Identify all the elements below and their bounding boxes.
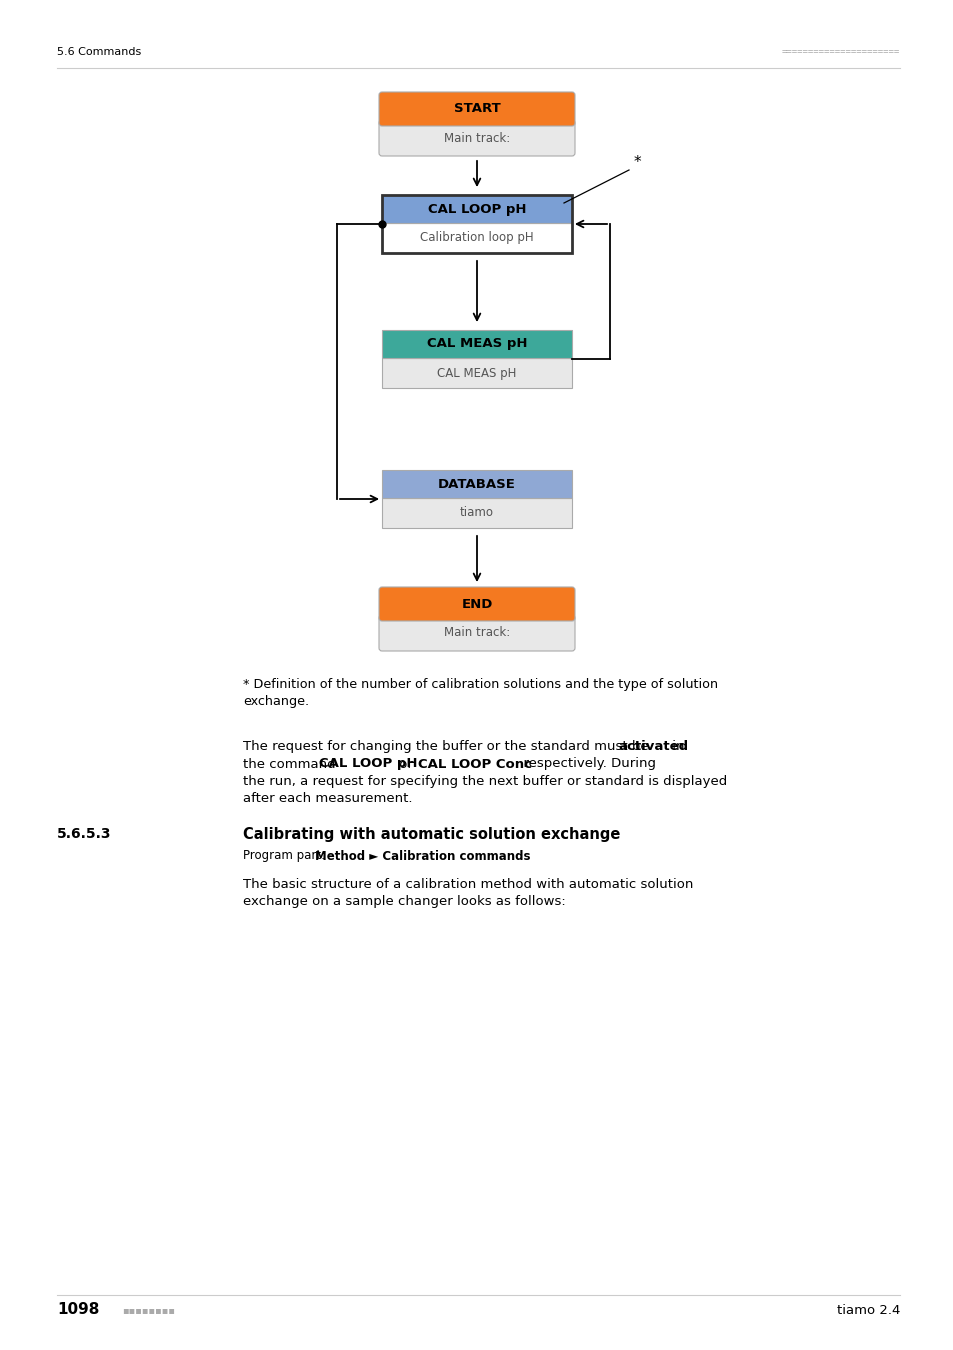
FancyBboxPatch shape [378,120,575,157]
Text: or: or [395,757,416,771]
Text: Method ► Calibration commands: Method ► Calibration commands [314,849,530,863]
FancyBboxPatch shape [378,92,575,126]
Text: 5.6.5.3: 5.6.5.3 [57,828,112,841]
Text: CAL MEAS pH: CAL MEAS pH [426,338,527,351]
Text: ▪▪▪▪▪▪▪▪: ▪▪▪▪▪▪▪▪ [122,1305,174,1315]
Text: CAL LOOP pH: CAL LOOP pH [427,202,526,216]
Text: activated: activated [618,740,687,753]
Text: ======================: ====================== [781,47,899,57]
Text: Main track:: Main track: [443,131,510,144]
Bar [381,194,572,223]
Text: the run, a request for specifying the next buffer or standard is displayed: the run, a request for specifying the ne… [243,775,726,788]
Text: START: START [453,103,500,116]
Text: tiamo: tiamo [459,506,494,520]
Text: the command: the command [243,757,339,771]
Text: in: in [667,740,684,753]
Text: Program part:: Program part: [243,849,329,863]
Text: DATABASE: DATABASE [437,478,516,490]
Text: The request for changing the buffer or the standard must be: The request for changing the buffer or t… [243,740,652,753]
Text: 5.6 Commands: 5.6 Commands [57,47,141,57]
Bar [381,223,572,252]
Text: Calibrating with automatic solution exchange: Calibrating with automatic solution exch… [243,828,619,842]
Bar [381,470,572,498]
Text: *: * [634,155,641,170]
Text: , respectively. During: , respectively. During [515,757,656,771]
Text: tiamo 2.4: tiamo 2.4 [836,1304,899,1316]
Text: END: END [461,598,492,610]
FancyBboxPatch shape [378,587,575,621]
Text: CAL LOOP pH: CAL LOOP pH [318,757,417,771]
Bar [381,329,572,358]
Text: exchange on a sample changer looks as follows:: exchange on a sample changer looks as fo… [243,895,565,909]
Text: * Definition of the number of calibration solutions and the type of solution: * Definition of the number of calibratio… [243,678,718,691]
Text: Main track:: Main track: [443,626,510,640]
Text: Calibration loop pH: Calibration loop pH [419,231,534,244]
Bar [381,498,572,528]
Text: The basic structure of a calibration method with automatic solution: The basic structure of a calibration met… [243,878,693,891]
Text: CAL LOOP Conc: CAL LOOP Conc [417,757,532,771]
Bar [381,358,572,387]
Text: after each measurement.: after each measurement. [243,792,412,806]
Text: exchange.: exchange. [243,695,309,707]
Text: 1098: 1098 [57,1303,99,1318]
FancyBboxPatch shape [378,616,575,651]
Bar [381,194,572,252]
Text: CAL MEAS pH: CAL MEAS pH [436,366,517,379]
